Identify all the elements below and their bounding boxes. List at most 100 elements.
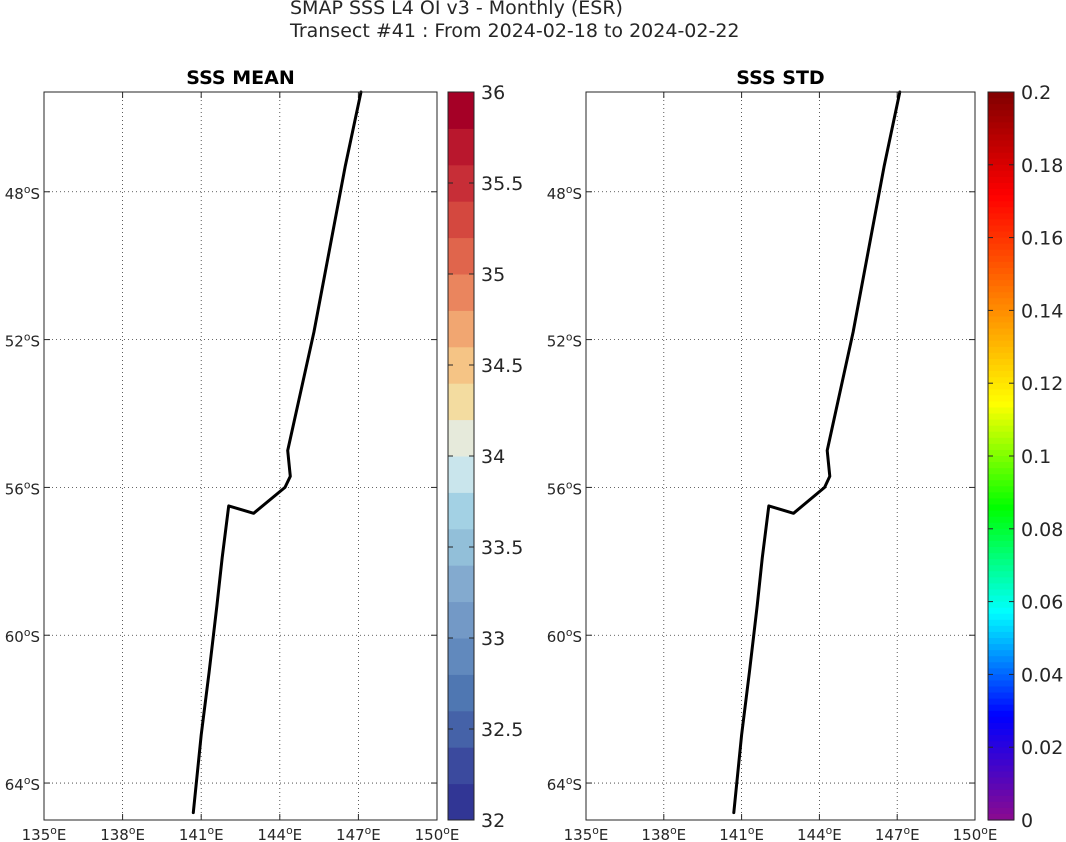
y-tick-label: 64oS <box>547 774 582 794</box>
colorbar-tick-label: 0.04 <box>1021 664 1063 686</box>
colorbar-segment <box>448 201 474 239</box>
colorbar-segment <box>988 456 1014 463</box>
colorbar-segment <box>988 735 1014 742</box>
colorbar-segment <box>988 407 1014 415</box>
colorbar-segment <box>988 377 1014 384</box>
colorbar-tick-label: 34.5 <box>481 355 523 377</box>
colorbar-segment <box>988 449 1014 457</box>
colorbar-segment <box>448 638 474 675</box>
x-tick-label: 138oE <box>100 824 145 842</box>
colorbar-segment <box>988 176 1014 184</box>
colorbar-segment <box>988 789 1014 797</box>
colorbar-segment <box>988 334 1014 342</box>
axes-frame <box>43 91 438 821</box>
colorbar-segment <box>988 322 1014 330</box>
colorbar-segment <box>988 462 1014 469</box>
colorbar-segment <box>988 492 1014 500</box>
colorbar-tick-label: 0.12 <box>1021 373 1063 395</box>
x-tick-label: 138oE <box>641 824 686 842</box>
colorbar-segment <box>448 383 474 421</box>
colorbar-segment <box>988 777 1014 785</box>
colorbar-segment <box>988 122 1014 129</box>
colorbar-segment <box>448 92 474 129</box>
colorbar-segment <box>988 801 1014 809</box>
colorbar-segment <box>988 383 1014 390</box>
colorbar-tick-label: 35.5 <box>481 173 523 195</box>
colorbar-segment <box>988 704 1014 712</box>
y-tick-label: 56oS <box>5 478 40 498</box>
colorbar-segment <box>988 280 1014 287</box>
colorbar-segment <box>448 747 474 785</box>
colorbar: 32 32.5 33 33.5 34 34.5 35 35.5 36 <box>447 82 523 832</box>
colorbar-segment <box>988 195 1014 202</box>
colorbar-segment <box>988 231 1014 239</box>
colorbar-segment <box>448 310 474 348</box>
colorbar-segment <box>988 219 1014 227</box>
x-tick-label: 144oE <box>257 824 302 842</box>
colorbar-segment <box>988 365 1014 372</box>
colorbar-segment <box>448 237 474 275</box>
colorbar-segment <box>988 765 1014 773</box>
colorbar-segment <box>988 213 1014 220</box>
colorbar-segment <box>988 292 1014 299</box>
colorbar-segment <box>988 316 1014 324</box>
colorbar-segment <box>988 152 1014 160</box>
colorbar-segment <box>448 456 474 493</box>
series-line <box>191 90 363 815</box>
colorbar-segment <box>988 480 1014 487</box>
colorbar-segment <box>448 492 474 530</box>
colorbar-tick-label: 0.08 <box>1021 519 1063 541</box>
colorbar-tick-label: 0.06 <box>1021 592 1063 614</box>
colorbar-segment <box>988 389 1014 396</box>
colorbar-segment <box>448 419 474 457</box>
colorbar-segment <box>988 571 1014 578</box>
colorbar-segment <box>988 631 1014 639</box>
colorbar-segment <box>988 170 1014 178</box>
colorbar-segment <box>988 716 1014 724</box>
y-tick-label: 56oS <box>547 478 582 498</box>
colorbar-segment <box>988 468 1014 475</box>
colorbar-segment <box>988 310 1014 318</box>
colorbar-segment <box>988 656 1014 663</box>
x-tick-label: 135oE <box>564 824 609 842</box>
colorbar-tick-label: 35 <box>481 264 505 286</box>
colorbar-segment <box>988 807 1014 815</box>
colorbar-segment <box>988 443 1014 451</box>
colorbar-segment <box>988 813 1014 821</box>
colorbar-segment <box>988 674 1014 682</box>
colorbar-segment <box>988 583 1014 591</box>
figure-title-line2: Transect #41 : From 2024-02-18 to 2024-0… <box>290 20 740 42</box>
colorbar-segment <box>988 346 1014 354</box>
colorbar-segment <box>988 243 1014 251</box>
colorbar-segment <box>988 237 1014 245</box>
colorbar-segment <box>988 128 1014 136</box>
colorbar-segment <box>988 146 1014 154</box>
colorbar-segment <box>988 559 1014 566</box>
colorbar-segment <box>988 431 1014 439</box>
colorbar-segment <box>988 261 1014 269</box>
x-tick-label: 147oE <box>336 824 381 842</box>
colorbar-segment <box>988 425 1014 433</box>
colorbar-segment <box>988 565 1014 572</box>
series-line <box>732 90 902 815</box>
colorbar-segment <box>988 298 1014 305</box>
colorbar-tick-label: 32.5 <box>481 719 523 741</box>
x-tick-label: 141oE <box>179 824 224 842</box>
colorbar-segment <box>988 225 1014 233</box>
colorbar-segment <box>988 516 1014 524</box>
colorbar-segment <box>988 540 1014 548</box>
y-tick-label: 52oS <box>547 331 582 351</box>
colorbar-tick-label: 33 <box>481 628 505 650</box>
colorbar-segment <box>988 783 1014 791</box>
colorbar-segment <box>988 644 1014 651</box>
colorbar-segment <box>988 419 1014 427</box>
colorbar-segment <box>988 304 1014 311</box>
colorbar-segment <box>988 510 1014 518</box>
colorbar-segment <box>988 668 1014 675</box>
colorbar-segment <box>448 274 474 311</box>
panel-1: 135oE 138oE 141oE 144oE 147oE 150oE 48oS 52oS 56… <box>5 67 524 842</box>
colorbar-segment <box>988 164 1014 172</box>
figure-title-line1: SMAP SSS L4 OI v3 - Monthly (ESR) <box>290 0 623 19</box>
colorbar-segment <box>988 710 1014 718</box>
colorbar-segment <box>448 674 474 712</box>
